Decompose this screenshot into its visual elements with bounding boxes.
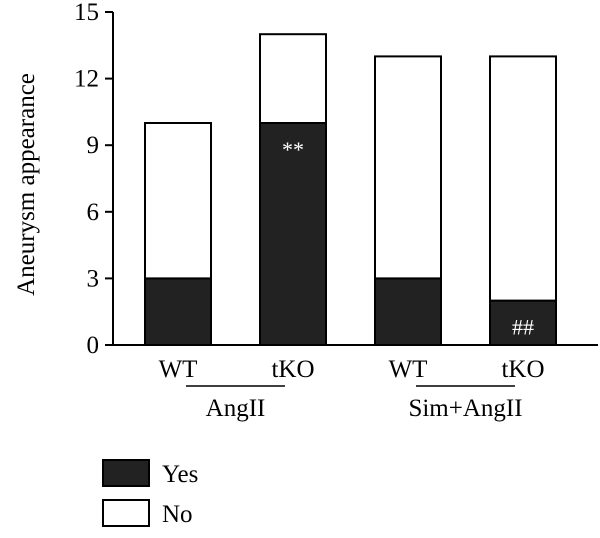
y-tick-label-1: 3 bbox=[87, 265, 100, 292]
bar-annotation-1: ## bbox=[512, 315, 534, 340]
y-tick-label-4: 12 bbox=[74, 66, 99, 93]
y-tick-label-5: 15 bbox=[74, 0, 99, 26]
bar-yes-2 bbox=[374, 277, 442, 346]
x-tick-label-2: WT bbox=[389, 356, 428, 383]
bar-no-2 bbox=[374, 55, 442, 280]
y-axis-label: Aneurysm appearance bbox=[13, 73, 40, 296]
group-label-1: Sim+AngII bbox=[408, 395, 522, 422]
y-tick-label-3: 9 bbox=[87, 132, 100, 159]
bar-yes-0 bbox=[144, 277, 212, 346]
bar-no-3 bbox=[489, 55, 557, 302]
y-axis: 0 3 6 9 12 15 bbox=[74, 0, 114, 359]
x-tick-labels: WT tKO WT tKO bbox=[159, 356, 545, 383]
bars: ** ## bbox=[144, 33, 557, 347]
legend-label-yes: Yes bbox=[162, 461, 198, 488]
legend-label-no: No bbox=[162, 501, 193, 528]
bar-no-0 bbox=[144, 122, 212, 280]
group-label-0: AngII bbox=[206, 395, 266, 422]
group-labels: AngII Sim+AngII bbox=[186, 385, 523, 422]
y-tick-label-2: 6 bbox=[87, 199, 100, 226]
x-tick-label-3: tKO bbox=[501, 356, 544, 383]
x-tick-label-1: tKO bbox=[271, 356, 314, 383]
bar-annotation-0: ** bbox=[282, 137, 304, 162]
bar-no-1 bbox=[259, 33, 327, 125]
y-tick-label-0: 0 bbox=[87, 332, 100, 359]
bar-yes-3 bbox=[489, 299, 557, 347]
legend: Yes No bbox=[102, 459, 198, 528]
bar-yes-1 bbox=[259, 122, 327, 346]
y-ticks: 0 3 6 9 12 15 bbox=[74, 0, 113, 359]
x-tick-label-0: WT bbox=[159, 356, 198, 383]
legend-swatch-yes bbox=[102, 459, 150, 487]
legend-swatch-no bbox=[102, 499, 150, 527]
